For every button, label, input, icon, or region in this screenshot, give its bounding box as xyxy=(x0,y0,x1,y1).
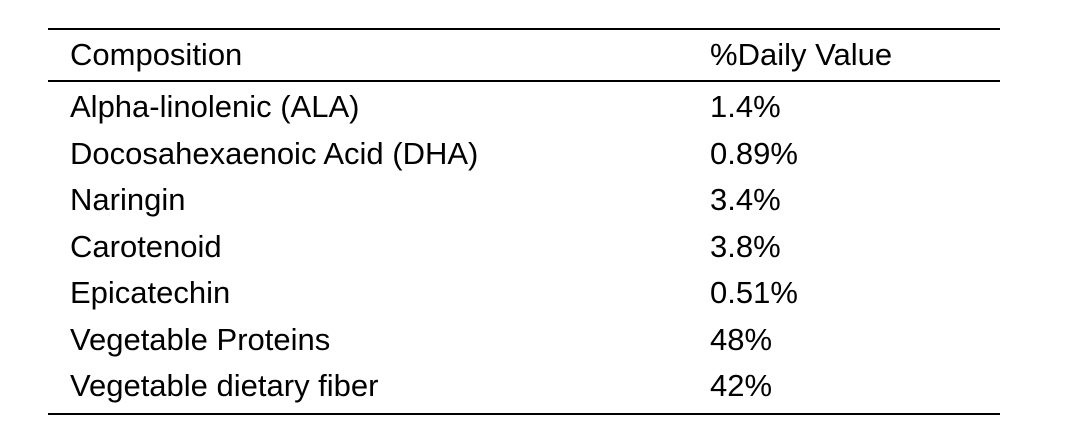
table-row: Vegetable dietary fiber 42% xyxy=(48,364,1000,414)
daily-value-cell: 42% xyxy=(710,368,773,403)
composition-table-container: Composition %Daily Value Alpha-linolenic… xyxy=(48,28,1000,415)
table-row: Epicatechin 0.51% xyxy=(48,271,1000,318)
table-row: Vegetable Proteins 48% xyxy=(48,318,1000,365)
table-header-row: Composition %Daily Value xyxy=(48,29,1000,81)
daily-value-cell: 3.8% xyxy=(710,228,781,264)
header-daily-value: %Daily Value xyxy=(710,37,893,72)
composition-cell: Alpha-linolenic (ALA) xyxy=(70,89,360,124)
table-row: Docosahexaenoic Acid (DHA) 0.89% xyxy=(48,132,1000,179)
header-composition: Composition xyxy=(70,37,243,72)
table-row: Carotenoid 3.8% xyxy=(48,225,1000,272)
table-row: Naringin 3.4% xyxy=(48,178,1000,225)
daily-value-cell: 3.4% xyxy=(710,182,781,217)
composition-cell: Docosahexaenoic Acid (DHA) xyxy=(70,135,479,171)
daily-value-cell: 1.4% xyxy=(710,89,781,124)
table-row: Alpha-linolenic (ALA) 1.4% xyxy=(48,81,1000,132)
composition-table: Composition %Daily Value Alpha-linolenic… xyxy=(48,28,1000,415)
composition-cell: Carotenoid xyxy=(70,228,222,264)
daily-value-cell: 0.89% xyxy=(710,135,798,171)
composition-cell: Naringin xyxy=(70,182,186,217)
daily-value-cell: 0.51% xyxy=(710,275,798,310)
composition-cell: Vegetable dietary fiber xyxy=(70,368,379,403)
composition-cell: Vegetable Proteins xyxy=(70,321,331,357)
composition-cell: Epicatechin xyxy=(70,275,231,310)
daily-value-cell: 48% xyxy=(710,321,773,357)
